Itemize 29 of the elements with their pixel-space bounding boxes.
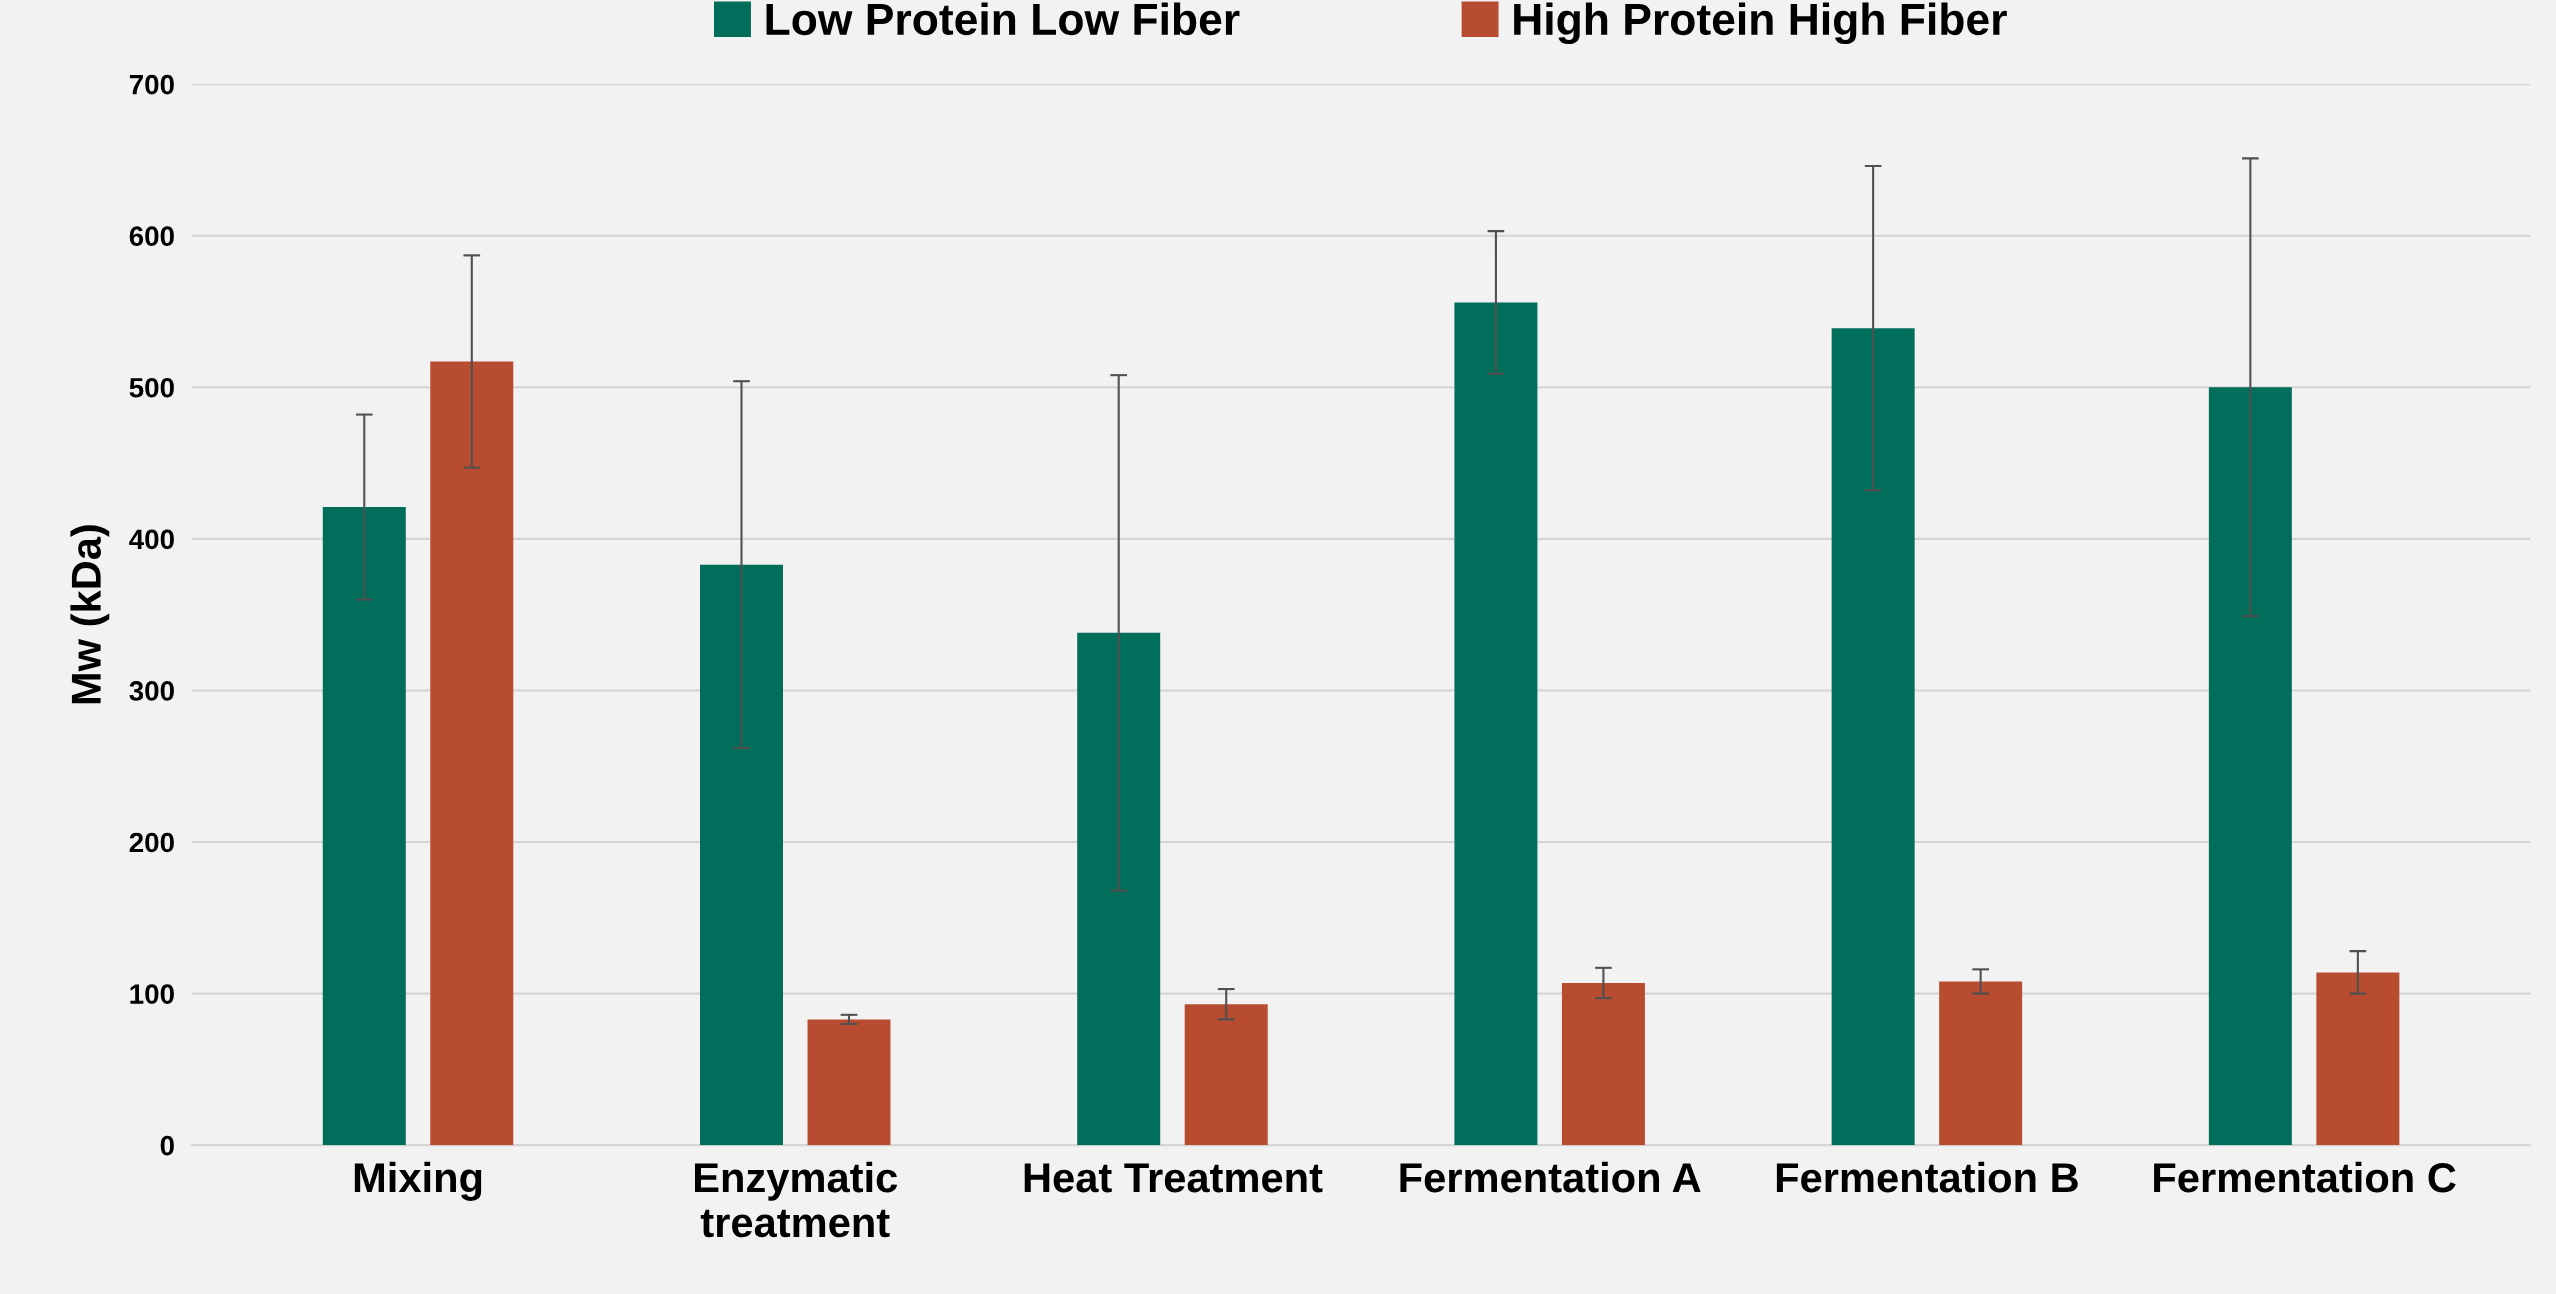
bar [1831,328,1915,1146]
bar [1939,981,2023,1146]
bar [700,564,783,1146]
bar [1184,1004,1268,1146]
bar [1454,302,1538,1146]
y-tick-label: 400 [129,529,174,550]
x-tick-label: Fermentation B [1776,1161,2078,1193]
y-tick-label: 100 [130,984,174,1004]
y-tick-label: 300 [129,681,174,701]
y-tick-label: 500 [129,377,174,398]
bar [807,1019,891,1146]
x-tick-label: Enzymatic treatment [694,1161,898,1238]
bar [1077,632,1161,1146]
y-tick-label: 700 [129,74,174,95]
bar [430,361,514,1146]
bar [2316,972,2400,1146]
x-tick-label: Fermentation C [2154,1161,2456,1193]
y-axis-title: Mw (kDa) [70,525,110,704]
legend-label: High Protein High Fiber [1514,2,2007,45]
legend-label: Low Protein Low Fiber [766,2,1240,36]
bar [322,507,406,1146]
bar [2208,387,2292,1146]
bar [1561,983,1645,1146]
y-tick-label: 600 [129,226,174,247]
y-tick-label: 200 [129,832,174,853]
x-tick-label: Fermentation A [1400,1161,1701,1193]
x-tick-label: Mixing [354,1161,482,1201]
x-tick-label: Heat Treatment [1024,1163,1323,1193]
y-tick-label: 0 [160,1135,174,1156]
